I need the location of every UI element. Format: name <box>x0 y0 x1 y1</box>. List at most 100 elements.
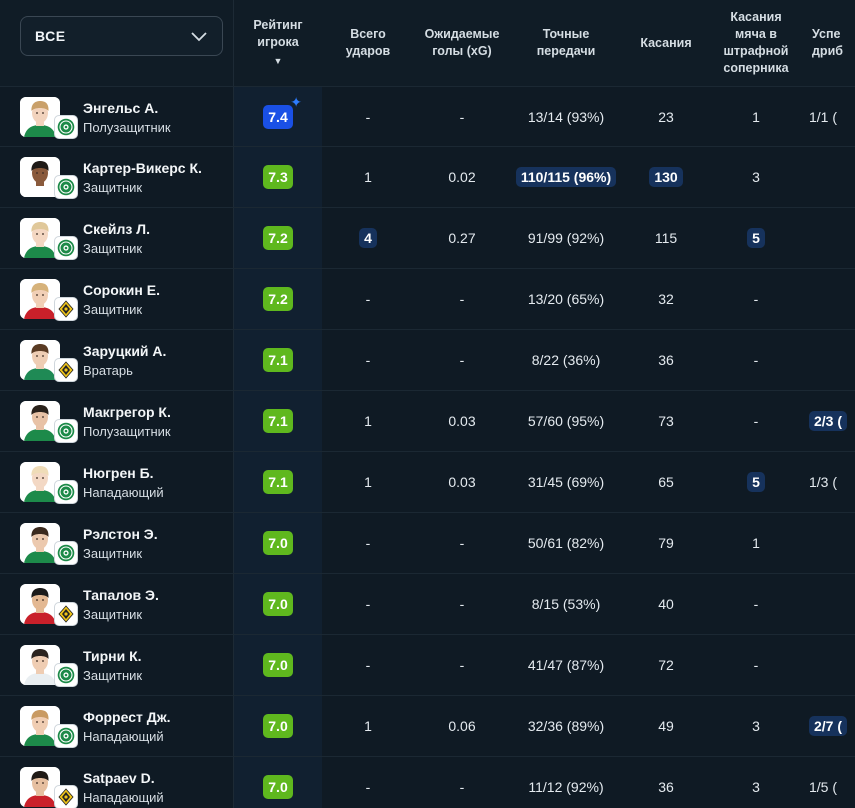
celtic-crest-icon <box>54 663 78 687</box>
kairat-crest-icon <box>54 602 78 626</box>
rating-badge: 7.1 <box>263 348 293 372</box>
stat-cell-xg: - <box>410 635 514 695</box>
stat-value-xg: - <box>459 352 465 368</box>
team-filter-dropdown[interactable]: ВСЕ <box>20 16 223 56</box>
rating-value: 7.2 <box>268 291 288 307</box>
table-row[interactable]: Макгрегор К. Полузащитник 7.1 1 0.03 57/60 (9… <box>0 391 855 452</box>
player-name[interactable]: Рэлстон Э. <box>83 526 158 542</box>
stat-value-passes: 91/99 (92%) <box>527 230 605 246</box>
stat-cell-shots: 1 <box>333 452 403 512</box>
rating-badge: 7.0 <box>263 592 293 616</box>
stat-cell-passes: 91/99 (92%) <box>514 208 618 268</box>
table-row[interactable]: Картер-Викерс К. Защитник 7.3 1 0.02 110/115 … <box>0 147 855 208</box>
player-avatar <box>20 279 60 319</box>
rating-value: 7.0 <box>268 779 288 795</box>
stat-value-shots: - <box>365 535 371 551</box>
player-position: Полузащитник <box>83 120 171 135</box>
table-row[interactable]: Заруцкий А. Вратарь 7.1 - - 8/22 (36%) 36 - <box>0 330 855 391</box>
stat-value-touches: 23 <box>658 109 674 125</box>
table-row[interactable]: Тирни К. Защитник 7.0 - - 41/47 (87%) 72 - <box>0 635 855 696</box>
chevron-down-icon <box>191 32 207 42</box>
column-header-passes[interactable]: Точные передачи <box>514 0 618 86</box>
column-header-label: Ожидаемые голы (xG) <box>424 27 500 58</box>
stat-value-passes: 11/12 (92%) <box>528 779 604 795</box>
player-name[interactable]: Сорокин Е. <box>83 282 160 298</box>
player-name[interactable]: Тапалов Э. <box>83 587 159 603</box>
stat-cell-shots: 1 <box>333 696 403 756</box>
stat-cell-touches: 32 <box>627 269 705 329</box>
celtic-crest-icon <box>54 175 78 199</box>
stat-value-dribbles: 1/5 ( <box>809 779 838 795</box>
table-row[interactable]: Энгельс А. Полузащитник 7.4 ✦ - - 13/14 (93%) 2… <box>0 86 855 147</box>
stat-cell-passes: 50/61 (82%) <box>514 513 618 573</box>
player-name[interactable]: Картер-Викерс К. <box>83 160 202 176</box>
rating-cell: 7.0 <box>235 696 321 756</box>
rating-badge: 7.4 ✦ <box>263 94 302 129</box>
rating-value: 7.4 <box>268 109 288 125</box>
player-name[interactable]: Макгрегор К. <box>83 404 171 420</box>
player-name[interactable]: Тирни К. <box>83 648 142 664</box>
player-name[interactable]: Нюгрен Б. <box>83 465 154 481</box>
rating-badge: 7.1 <box>263 470 293 494</box>
player-name[interactable]: Заруцкий А. <box>83 343 167 359</box>
stat-value-xg: 0.27 <box>448 230 476 246</box>
player-name[interactable]: Скейлз Л. <box>83 221 150 237</box>
stat-cell-dribbles <box>800 147 855 207</box>
stat-cell-touches: 65 <box>627 452 705 512</box>
rating-value: 7.0 <box>268 718 288 734</box>
player-position: Нападающий <box>83 790 164 805</box>
table-row[interactable]: Форрест Дж. Нападающий 7.0 1 0.06 32/36 (89%)… <box>0 696 855 757</box>
player-position: Вратарь <box>83 363 133 378</box>
table-row[interactable]: Тапалов Э. Защитник 7.0 - - 8/15 (53%) 40 - <box>0 574 855 635</box>
player-name[interactable]: Satpaev D. <box>83 770 155 786</box>
player-position: Защитник <box>83 180 143 195</box>
stat-value-touches: 72 <box>658 657 674 673</box>
rating-value: 7.2 <box>268 230 288 246</box>
stat-value-box_touches: - <box>753 413 759 429</box>
column-header-xg[interactable]: Ожидаемые голы (xG) <box>410 0 514 86</box>
column-header-touches[interactable]: Касания <box>627 0 705 86</box>
stat-cell-box_touches: - <box>708 269 804 329</box>
table-row[interactable]: Satpaev D. Нападающий 7.0 - - 11/12 (92%) 36 3 1… <box>0 757 855 808</box>
rating-value: 7.3 <box>268 169 288 185</box>
stat-cell-dribbles <box>800 635 855 695</box>
stat-cell-xg: 0.03 <box>410 391 514 451</box>
player-name[interactable]: Энгельс А. <box>83 100 159 116</box>
player-name[interactable]: Форрест Дж. <box>83 709 171 725</box>
player-avatar <box>20 218 60 258</box>
player-avatar <box>20 523 60 563</box>
stat-cell-passes: 13/14 (93%) <box>514 87 618 147</box>
table-row[interactable]: Рэлстон Э. Защитник 7.0 - - 50/61 (82%) 79 1 <box>0 513 855 574</box>
stat-cell-box_touches: 5 <box>708 452 804 512</box>
celtic-crest-icon <box>54 541 78 565</box>
table-row[interactable]: Нюгрен Б. Нападающий 7.1 1 0.03 31/45 (69%) 65… <box>0 452 855 513</box>
stat-cell-touches: 49 <box>627 696 705 756</box>
stat-value-passes: 50/61 (82%) <box>527 535 605 551</box>
stat-cell-touches: 23 <box>627 87 705 147</box>
rating-value: 7.1 <box>268 352 288 368</box>
rating-cell: 7.0 <box>235 574 321 634</box>
stat-cell-shots: 1 <box>333 147 403 207</box>
stat-value-shots: - <box>365 291 371 307</box>
column-header-box_touches[interactable]: Касания мяча в штрафной соперника <box>708 0 804 86</box>
table-row[interactable]: Сорокин Е. Защитник 7.2 - - 13/20 (65%) 32 - <box>0 269 855 330</box>
player-position: Защитник <box>83 668 143 683</box>
stat-value-shots: 1 <box>364 718 372 734</box>
player-avatar <box>20 767 60 807</box>
player-avatar <box>20 340 60 380</box>
player-position: Защитник <box>83 241 143 256</box>
stat-cell-shots: - <box>333 330 403 390</box>
stat-value-box_touches: 1 <box>752 535 760 551</box>
stat-cell-box_touches: - <box>708 635 804 695</box>
stat-value-xg: - <box>459 535 465 551</box>
rating-cell: 7.1 <box>235 452 321 512</box>
player-avatar <box>20 157 60 197</box>
stat-value-touches: 130 <box>649 167 683 187</box>
kairat-crest-icon <box>54 358 78 382</box>
column-header-label: Касания мяча в штрафной соперника <box>723 10 789 75</box>
table-row[interactable]: Скейлз Л. Защитник 7.2 4 0.27 91/99 (92%) 115 5 <box>0 208 855 269</box>
column-header-shots[interactable]: Всего ударов <box>333 0 403 86</box>
column-header-dribbles[interactable]: Успе дриб <box>800 0 855 86</box>
player-position: Защитник <box>83 546 143 561</box>
column-header-rating[interactable]: Рейтинг игрока ▼ <box>235 0 321 86</box>
